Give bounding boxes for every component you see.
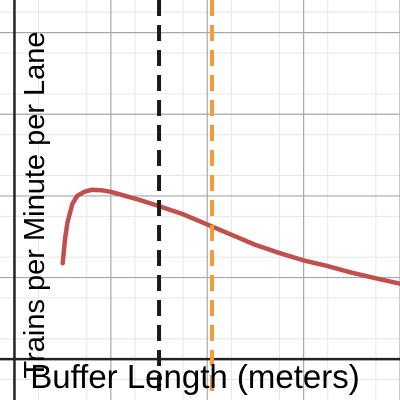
series-layer <box>60 187 400 286</box>
x-axis-label: Buffer Length (meters) <box>30 358 360 395</box>
reference-lines <box>157 0 215 400</box>
series-line-0 <box>60 187 400 286</box>
y-axis-label: Trains per Minute per Lane <box>19 31 51 378</box>
